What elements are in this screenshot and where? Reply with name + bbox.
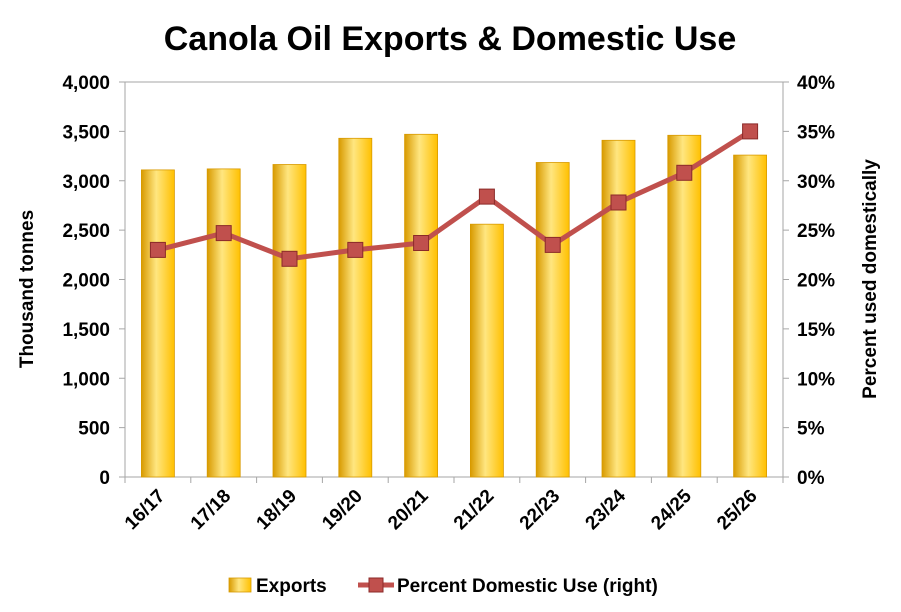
y-tick-label-left: 4,000	[62, 73, 110, 94]
bar-exports-19-20	[338, 137, 373, 478]
y-tick-label-right: 30%	[797, 172, 835, 193]
x-tick-label: 20/21	[384, 485, 433, 534]
line-series-group	[149, 123, 759, 267]
marker-percent-16-17	[149, 241, 166, 258]
y-tick-label-left: 2,500	[62, 221, 110, 242]
x-tick-label: 24/25	[647, 485, 696, 534]
chart-title: Canola Oil Exports & Domestic Use	[164, 20, 737, 58]
bar-exports-17-18	[206, 168, 241, 478]
x-tick-label: 19/20	[318, 486, 366, 534]
bar-exports-20-21	[404, 133, 439, 478]
marker-percent-17-18	[215, 225, 232, 242]
x-tick-label: 21/22	[450, 486, 498, 534]
axes-group: 0 500 1,000 1,500 2,000 2,500 3,000 3,500 4,000 0…	[62, 73, 835, 534]
marker-percent-21-22	[478, 188, 495, 205]
x-tick-label: 16/17	[121, 486, 169, 534]
y-tick-label-right: 40%	[797, 73, 835, 94]
marker-percent-20-21	[413, 235, 430, 251]
y-tick-label-left: 3,000	[62, 172, 110, 193]
marker-percent-25-26	[742, 123, 759, 140]
x-tick-label: 17/18	[187, 486, 235, 534]
bars-group	[140, 133, 767, 478]
bar-exports-16-17	[140, 169, 175, 478]
bar-exports-24-25	[667, 134, 702, 478]
marker-percent-22-23	[544, 236, 561, 253]
bar-exports-23-24	[601, 139, 636, 478]
y-tick-label-right: 25%	[797, 221, 835, 242]
bar-exports-22-23	[535, 162, 570, 478]
y-tick-label-right: 0%	[797, 468, 825, 489]
y-tick-label-left: 3,500	[62, 122, 110, 143]
bar-exports-18-19	[272, 164, 307, 478]
legend-label-exports: Exports	[256, 576, 327, 597]
legend: Exports Percent Domestic Use (right)	[228, 576, 658, 597]
bar-exports-25-26	[733, 154, 767, 478]
x-tick-label: 25/26	[713, 486, 761, 534]
y-tick-label-left: 500	[78, 419, 110, 440]
y-tick-label-left: 1,500	[62, 320, 110, 341]
bar-exports-21-22	[469, 223, 504, 478]
legend-swatch-exports	[228, 577, 252, 593]
y-tick-label-right: 5%	[797, 419, 825, 440]
y-tick-label-right: 15%	[797, 320, 835, 341]
y-tick-label-left: 1,000	[62, 369, 110, 390]
y-tick-label-right: 35%	[797, 122, 835, 143]
marker-percent-19-20	[347, 241, 364, 258]
y-tick-label-right: 10%	[797, 369, 835, 390]
x-tick-label: 23/24	[582, 485, 631, 534]
y-axis-label-left: Thousand tonnes	[17, 210, 38, 368]
y-tick-label-right: 20%	[797, 271, 835, 292]
x-tick-label: 22/23	[516, 486, 564, 534]
line-percent-domestic	[157, 129, 752, 262]
y-axis-label-right: Percent used domestically	[860, 159, 881, 399]
x-tick-label: 18/19	[253, 486, 301, 534]
legend-marker-domestic	[368, 577, 384, 593]
marker-percent-24-25	[676, 164, 693, 181]
marker-percent-23-24	[610, 194, 627, 211]
y-tick-label-left: 2,000	[62, 271, 110, 292]
legend-label-domestic: Percent Domestic Use (right)	[397, 576, 658, 597]
y-tick-label-left: 0	[99, 468, 110, 489]
marker-percent-18-19	[281, 250, 298, 267]
